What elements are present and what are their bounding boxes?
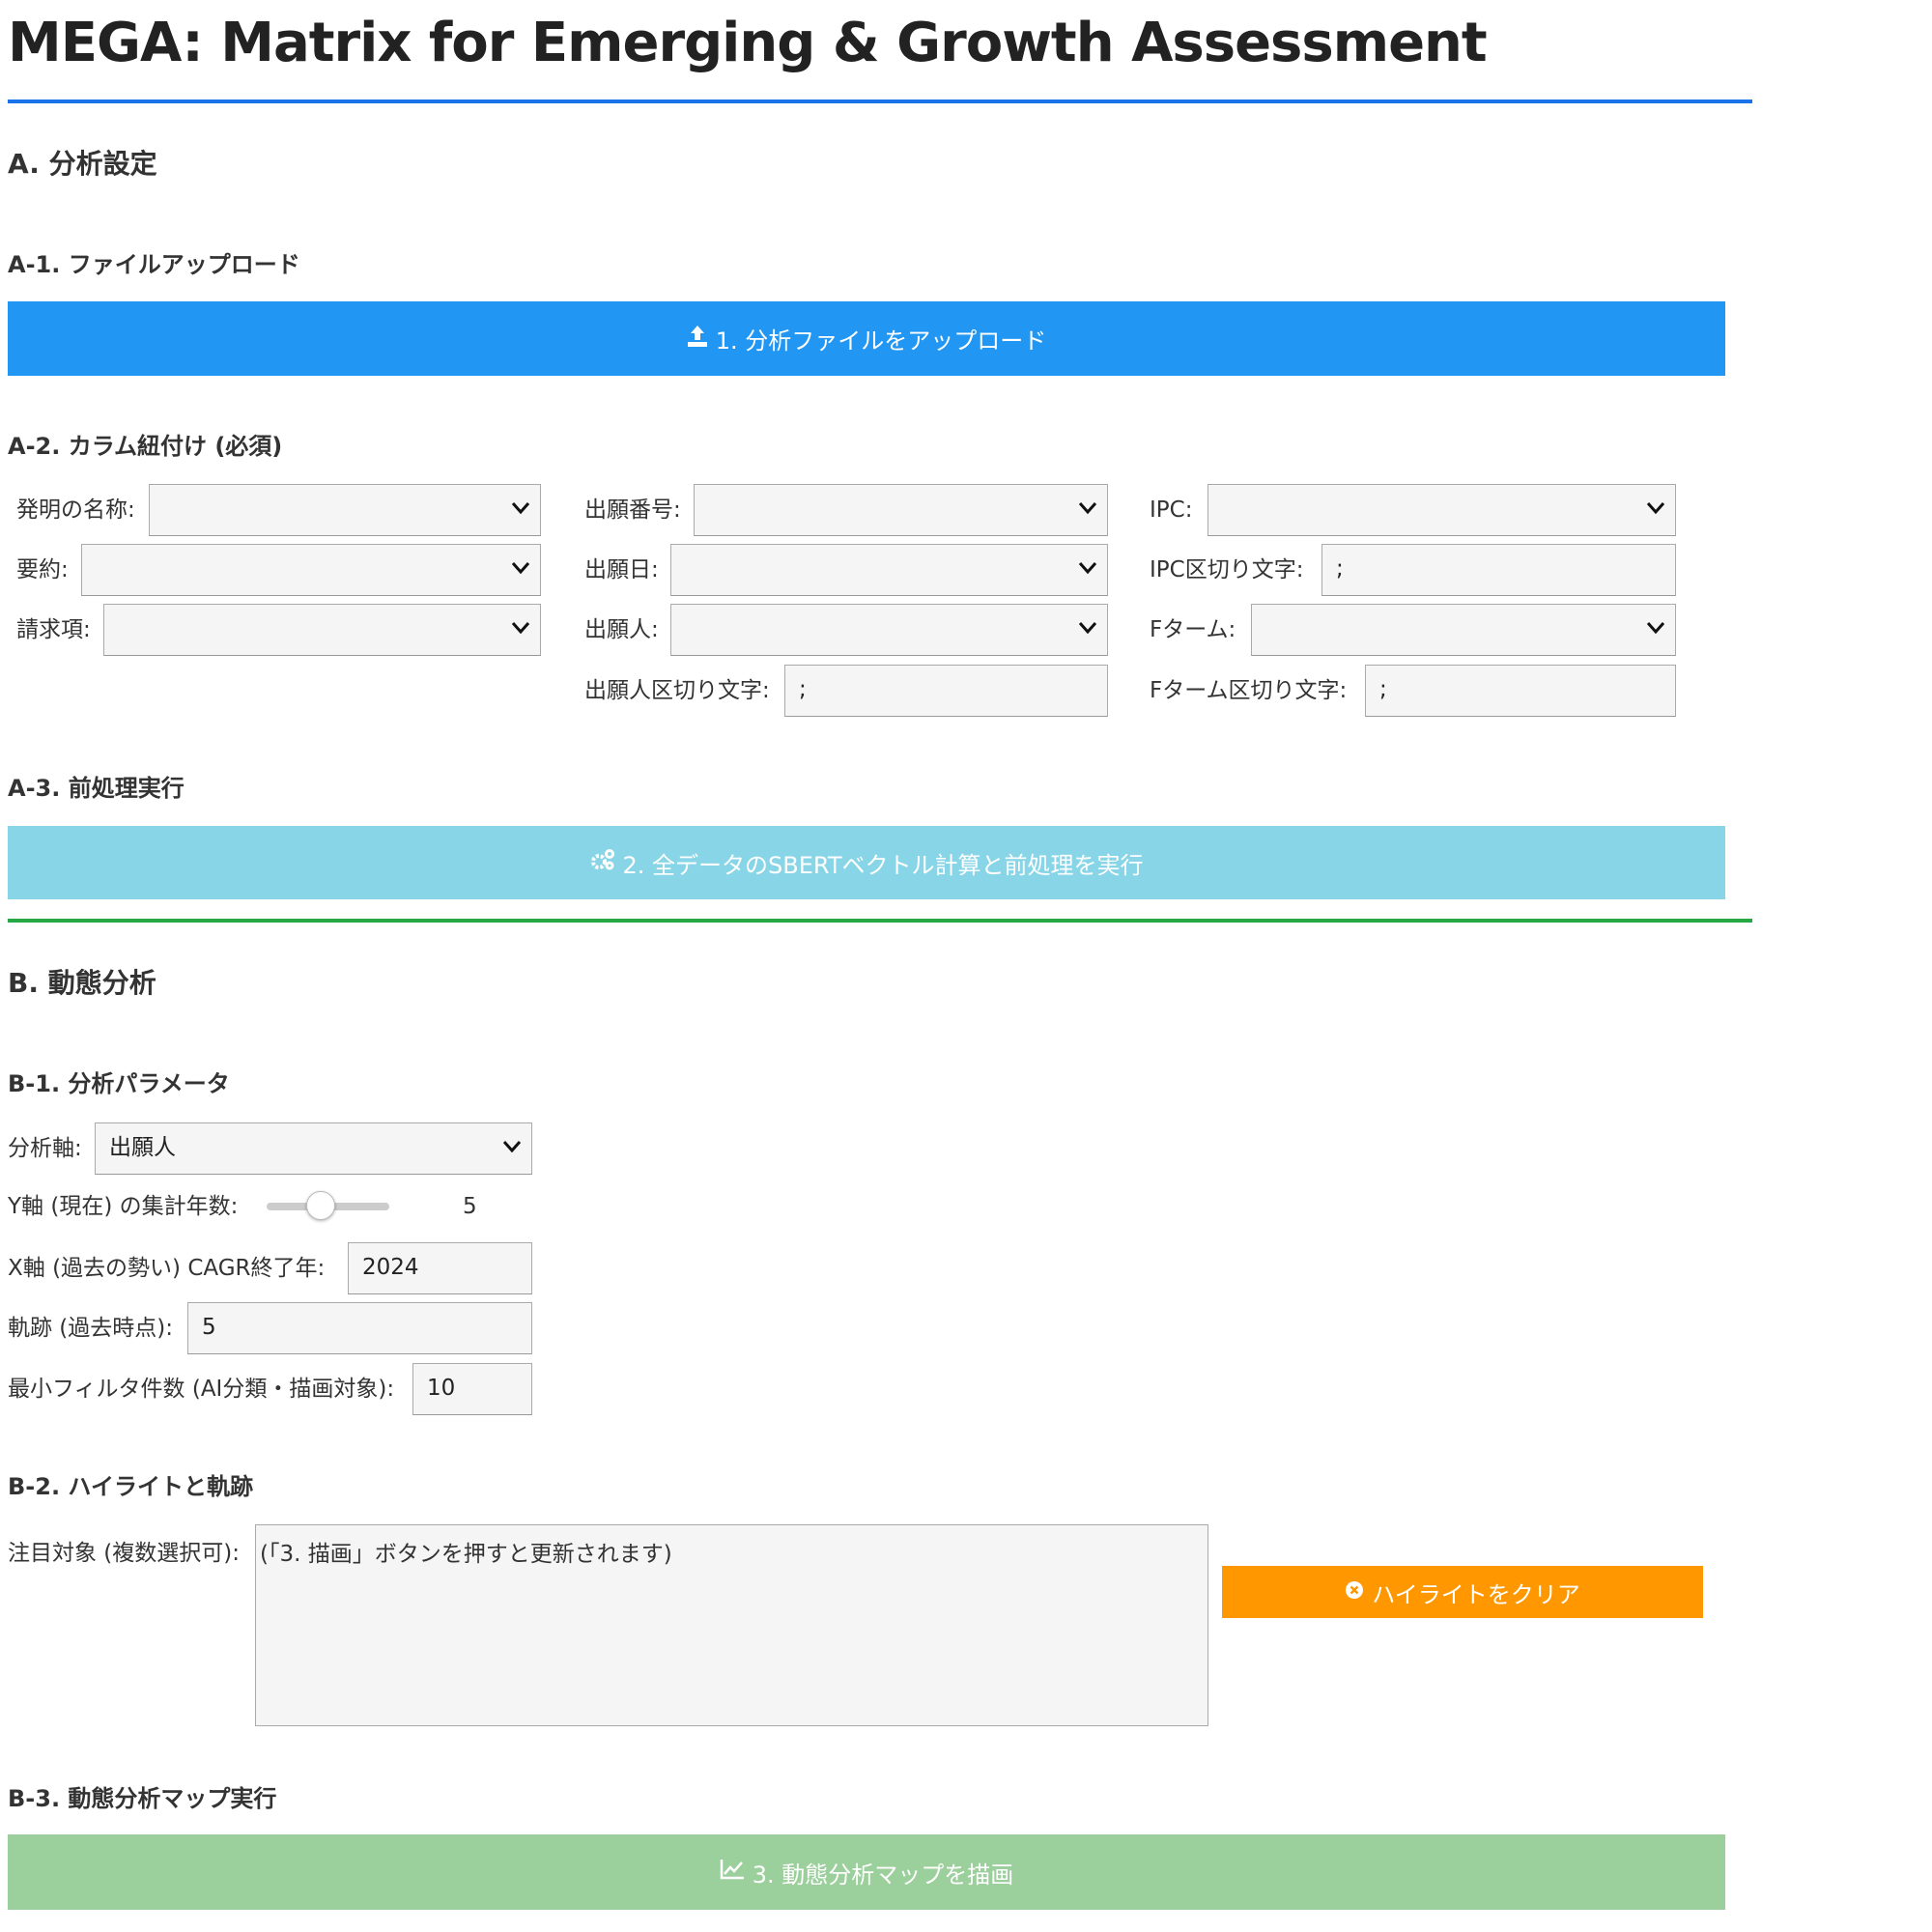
clear-highlight-button[interactable]: ハイライトをクリア <box>1222 1566 1703 1618</box>
b3-heading: B-3. 動態分析マップ実行 <box>8 1785 277 1812</box>
claims-label: 請求項: <box>16 617 91 642</box>
chevron-down-icon <box>502 1123 522 1172</box>
chevron-down-icon <box>511 545 530 593</box>
chevron-down-icon <box>1646 605 1665 653</box>
highlight-target-select[interactable]: (「3. 描画」ボタンを押すと更新されます) <box>255 1524 1208 1726</box>
axis-label: 分析軸: <box>8 1136 82 1161</box>
analysis-axis-select[interactable]: 出願人 <box>95 1122 532 1175</box>
applicant-separator-label: 出願人区切り文字: <box>584 678 770 703</box>
app-date-column-select[interactable] <box>670 544 1108 596</box>
a2-heading: A-2. カラム紐付け (必須) <box>8 433 283 460</box>
line-chart-icon <box>720 1859 745 1886</box>
fterm-separator-input[interactable]: ; <box>1365 665 1676 717</box>
chevron-down-icon <box>1078 485 1097 533</box>
fterm-column-select[interactable] <box>1251 604 1676 656</box>
ipc-separator-input[interactable]: ; <box>1321 544 1676 596</box>
title-divider <box>8 99 1752 103</box>
target-label: 注目対象 (複数選択可): <box>8 1541 241 1566</box>
chevron-down-icon <box>1078 545 1097 593</box>
upload-file-button[interactable]: 1. 分析ファイルをアップロード <box>8 301 1725 376</box>
draw-map-button[interactable]: 3. 動態分析マップを描画 <box>8 1834 1725 1910</box>
section-a-heading: A. 分析設定 <box>8 148 157 180</box>
chevron-down-icon <box>1078 605 1097 653</box>
fterm-label: Fターム: <box>1150 617 1236 642</box>
y-years-slider[interactable] <box>267 1191 389 1220</box>
min-filter-label: 最小フィルタ件数 (AI分類・描画対象): <box>8 1377 395 1402</box>
claims-column-select[interactable] <box>103 604 541 656</box>
clear-highlight-label: ハイライトをクリア <box>1372 1580 1580 1608</box>
abstract-label: 要約: <box>16 557 69 582</box>
section-b-heading: B. 動態分析 <box>8 967 156 999</box>
fterm-separator-label: Fターム区切り文字: <box>1150 678 1348 703</box>
app-number-column-select[interactable] <box>694 484 1108 536</box>
ipc-column-select[interactable] <box>1208 484 1676 536</box>
cagr-end-label: X軸 (過去の勢い) CAGR終了年: <box>8 1256 326 1281</box>
chevron-down-icon <box>511 605 530 653</box>
applicant-separator-input[interactable]: ; <box>784 665 1108 717</box>
preprocess-button[interactable]: 2. 全データのSBERTベクトル計算と前処理を実行 <box>8 826 1725 899</box>
preprocess-button-label: 2. 全データのSBERTベクトル計算と前処理を実行 <box>622 851 1144 879</box>
applicant-label: 出願人: <box>584 617 659 642</box>
y-years-value: 5 <box>463 1194 477 1219</box>
applicant-column-select[interactable] <box>670 604 1108 656</box>
title-label: 発明の名称: <box>16 497 135 523</box>
ipc-label: IPC: <box>1150 497 1193 523</box>
upload-button-label: 1. 分析ファイルをアップロード <box>715 327 1047 355</box>
chevron-down-icon <box>511 485 530 533</box>
times-circle-icon <box>1345 1578 1364 1605</box>
app-date-label: 出願日: <box>584 557 659 582</box>
ipc-separator-label: IPC区切り文字: <box>1150 557 1304 582</box>
draw-map-label: 3. 動態分析マップを描画 <box>752 1861 1014 1889</box>
trajectory-label: 軌跡 (過去時点): <box>8 1316 174 1341</box>
app-number-label: 出願番号: <box>584 497 681 523</box>
page-title: MEGA: Matrix for Emerging & Growth Asses… <box>8 12 1488 74</box>
b1-heading: B-1. 分析パラメータ <box>8 1070 230 1097</box>
cagr-end-year-input[interactable]: 2024 <box>348 1242 532 1294</box>
chevron-down-icon <box>1646 485 1665 533</box>
a1-heading: A-1. ファイルアップロード <box>8 251 300 278</box>
select-value: 出願人 <box>109 1135 176 1160</box>
slider-thumb[interactable] <box>306 1191 336 1220</box>
b2-heading: B-2. ハイライトと軌跡 <box>8 1473 253 1500</box>
title-column-select[interactable] <box>149 484 541 536</box>
y-years-label: Y軸 (現在) の集計年数: <box>8 1194 239 1219</box>
upload-icon <box>687 325 708 354</box>
section-divider <box>8 919 1752 923</box>
trajectory-input[interactable]: 5 <box>187 1302 532 1354</box>
min-filter-input[interactable]: 10 <box>412 1363 532 1415</box>
gears-icon <box>590 848 615 877</box>
a3-heading: A-3. 前処理実行 <box>8 775 185 802</box>
abstract-column-select[interactable] <box>81 544 541 596</box>
